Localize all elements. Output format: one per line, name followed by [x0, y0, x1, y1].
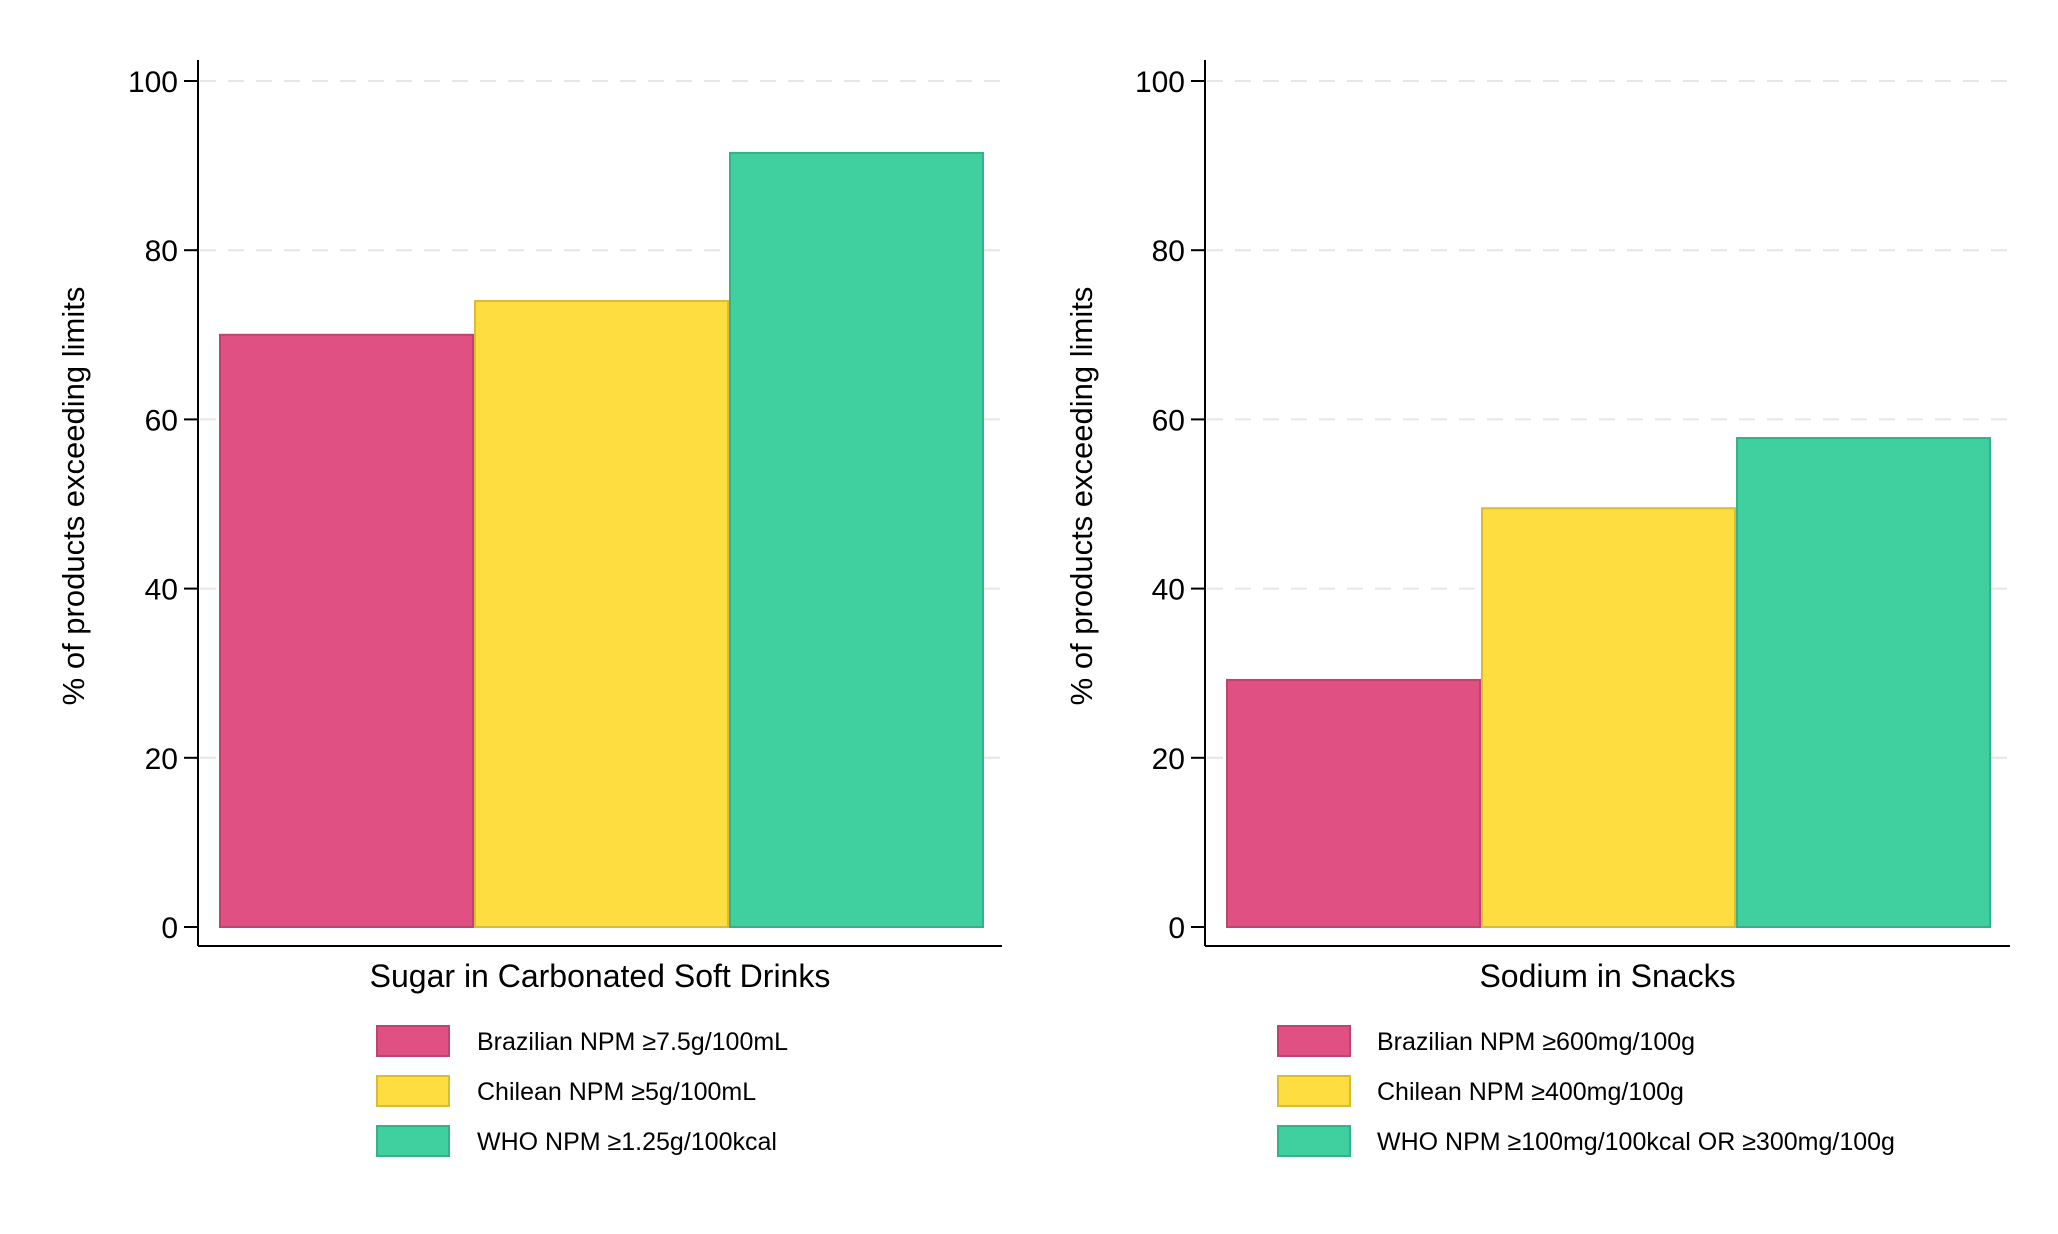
- bar-3: [729, 151, 984, 929]
- legend-swatch-2: [1277, 1075, 1351, 1107]
- legend-label-2: Chilean NPM ≥400mg/100g: [1377, 1078, 1684, 1106]
- bar-2: [1481, 507, 1736, 928]
- bar-1: [219, 333, 474, 928]
- legend-label-3: WHO NPM ≥1.25g/100kcal: [477, 1128, 777, 1156]
- y-tick-label: 100: [128, 66, 178, 99]
- chart-panel-2: 0 20 40 60 80 100 % of products exceeding limi…: [1064, 60, 2010, 1157]
- legend: Brazilian NPM ≥7.5g/100mL Chilean NPM ≥5g…: [376, 1025, 788, 1157]
- legend-swatch-1: [376, 1025, 450, 1057]
- legend-label-2: Chilean NPM ≥5g/100mL: [477, 1078, 756, 1106]
- y-tick-label: 80: [1152, 235, 1185, 268]
- y-axis-title: % of products exceeding limits: [1064, 287, 1099, 706]
- legend-swatch-3: [1277, 1125, 1351, 1157]
- y-tick-label: 80: [145, 235, 178, 268]
- legend-swatch-1: [1277, 1025, 1351, 1057]
- y-tick-label: 20: [145, 743, 178, 776]
- bar-1: [1226, 678, 1481, 929]
- legend-label-3: WHO NPM ≥100mg/100kcal OR ≥300mg/100g: [1377, 1128, 1895, 1156]
- legend-swatch-2: [376, 1075, 450, 1107]
- y-tick-label: 40: [145, 574, 178, 607]
- bar-2: [474, 299, 729, 928]
- bar-3: [1736, 437, 1991, 928]
- y-tick-label: 0: [1168, 912, 1185, 945]
- y-tick-label: 40: [1152, 574, 1185, 607]
- chart-panel-1: 0 20 40 60 80 100 % of products exceeding limi…: [56, 60, 1002, 1157]
- legend-swatch-3: [376, 1125, 450, 1157]
- y-tick-label: 60: [145, 404, 178, 437]
- legend-label-1: Brazilian NPM ≥7.5g/100mL: [477, 1028, 788, 1056]
- y-tick-label: 100: [1135, 66, 1185, 99]
- x-axis-title: Sugar in Carbonated Soft Drinks: [370, 958, 831, 994]
- legend-label-1: Brazilian NPM ≥600mg/100g: [1377, 1028, 1695, 1056]
- legend: Brazilian NPM ≥600mg/100g Chilean NPM ≥40…: [1277, 1025, 1895, 1157]
- y-axis-title: % of products exceeding limits: [56, 287, 91, 706]
- y-tick-label: 0: [161, 912, 178, 945]
- x-axis-title: Sodium in Snacks: [1479, 958, 1735, 994]
- y-tick-label: 60: [1152, 404, 1185, 437]
- y-tick-label: 20: [1152, 743, 1185, 776]
